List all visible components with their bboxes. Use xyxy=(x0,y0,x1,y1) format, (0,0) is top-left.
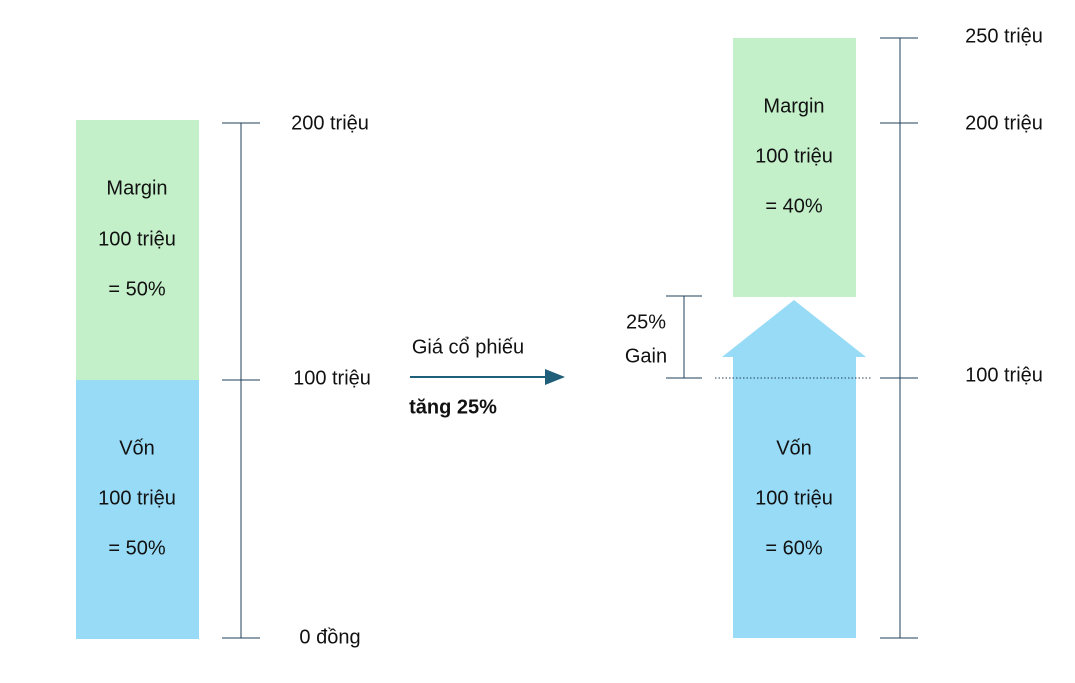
gain-label: Gain xyxy=(625,345,667,367)
label: 100 triệu xyxy=(98,228,176,250)
gain-bracket xyxy=(666,295,702,379)
capital-block xyxy=(76,380,199,639)
label: = 40% xyxy=(765,195,822,217)
label: Vốn xyxy=(776,437,812,459)
scale xyxy=(222,122,260,639)
scale-label: 200 triệu xyxy=(965,112,1043,134)
margin-block xyxy=(733,38,856,297)
label: Margin xyxy=(763,95,824,117)
scale-label: 100 triệu xyxy=(965,364,1043,386)
label: 100 triệu xyxy=(755,487,833,509)
gain-label: 25% xyxy=(626,311,666,333)
label: = 50% xyxy=(108,537,165,559)
label: 100 triệu xyxy=(755,145,833,167)
margin-block xyxy=(76,120,199,380)
label: = 60% xyxy=(765,537,822,559)
label: Margin xyxy=(106,177,167,199)
label: Vốn xyxy=(119,437,155,459)
caption: Giá cổ phiếu xyxy=(412,336,524,358)
scale-label: 250 triệu xyxy=(965,25,1043,47)
capital-arrow xyxy=(722,300,866,638)
scale-label: 100 triệu xyxy=(293,367,371,389)
scale xyxy=(880,37,918,639)
scale-label: 200 triệu xyxy=(291,112,369,134)
label: = 50% xyxy=(108,278,165,300)
scale-label: 0 đồng xyxy=(299,626,360,648)
caption: tăng 25% xyxy=(409,396,497,418)
label: 100 triệu xyxy=(98,487,176,509)
